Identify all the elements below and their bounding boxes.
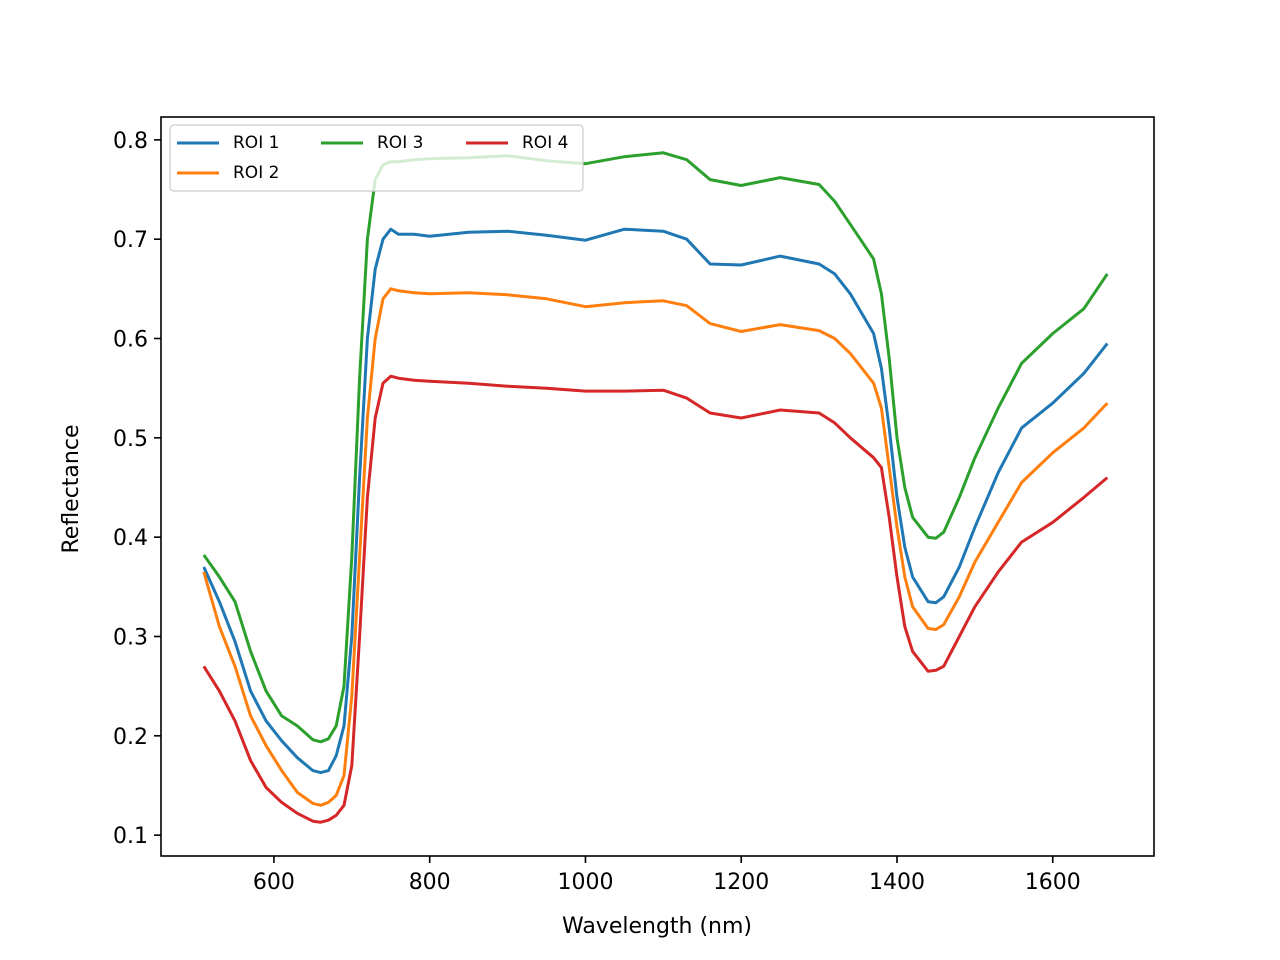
- plot-area: 600 800 1000 1200 1400 1600 0.10.20.30.40.50.…: [113, 116, 1155, 895]
- legend-label-roi-3: ROI 3: [377, 133, 423, 153]
- series-layer: [202, 151, 1109, 824]
- y-axis: 0.1 0.2 0.3 0.4 0.5 0.6 0.7 0.8: [113, 129, 161, 849]
- y-tick-label: 0.3: [113, 625, 148, 650]
- x-tick-label: 1400: [869, 870, 925, 895]
- legend-label-roi-4: ROI 4: [522, 133, 568, 153]
- x-tick-label: 800: [409, 870, 451, 895]
- series-line-roi-4: [202, 374, 1109, 824]
- series-line-roi-3: [202, 151, 1109, 744]
- y-tick-label: 0.5: [113, 427, 148, 452]
- x-axis: 600 800 1000 1200 1400 1600: [253, 856, 1081, 895]
- x-tick-label: 600: [253, 870, 295, 895]
- x-tick-label: 1600: [1025, 870, 1081, 895]
- axes-frame: [160, 116, 1155, 857]
- x-tick-label: 1000: [557, 870, 613, 895]
- series-line-roi-2: [202, 287, 1109, 807]
- y-tick-label: 0.4: [113, 526, 148, 551]
- y-tick-label: 0.8: [113, 129, 148, 154]
- legend-label-roi-2: ROI 2: [233, 163, 279, 183]
- y-tick-label: 0.6: [113, 328, 148, 353]
- legend: ROI 1 ROI 3 ROI 4 ROI 2: [169, 124, 584, 192]
- x-axis-label: Wavelength (nm): [562, 914, 752, 939]
- legend-label-roi-1: ROI 1: [233, 133, 279, 153]
- y-tick-label: 0.2: [113, 725, 148, 750]
- y-tick-label: 0.1: [113, 824, 148, 849]
- y-axis-label: Reflectance: [59, 424, 84, 553]
- x-tick-label: 1200: [713, 870, 769, 895]
- series-line-roi-1: [202, 227, 1109, 775]
- y-tick-label: 0.7: [113, 228, 148, 253]
